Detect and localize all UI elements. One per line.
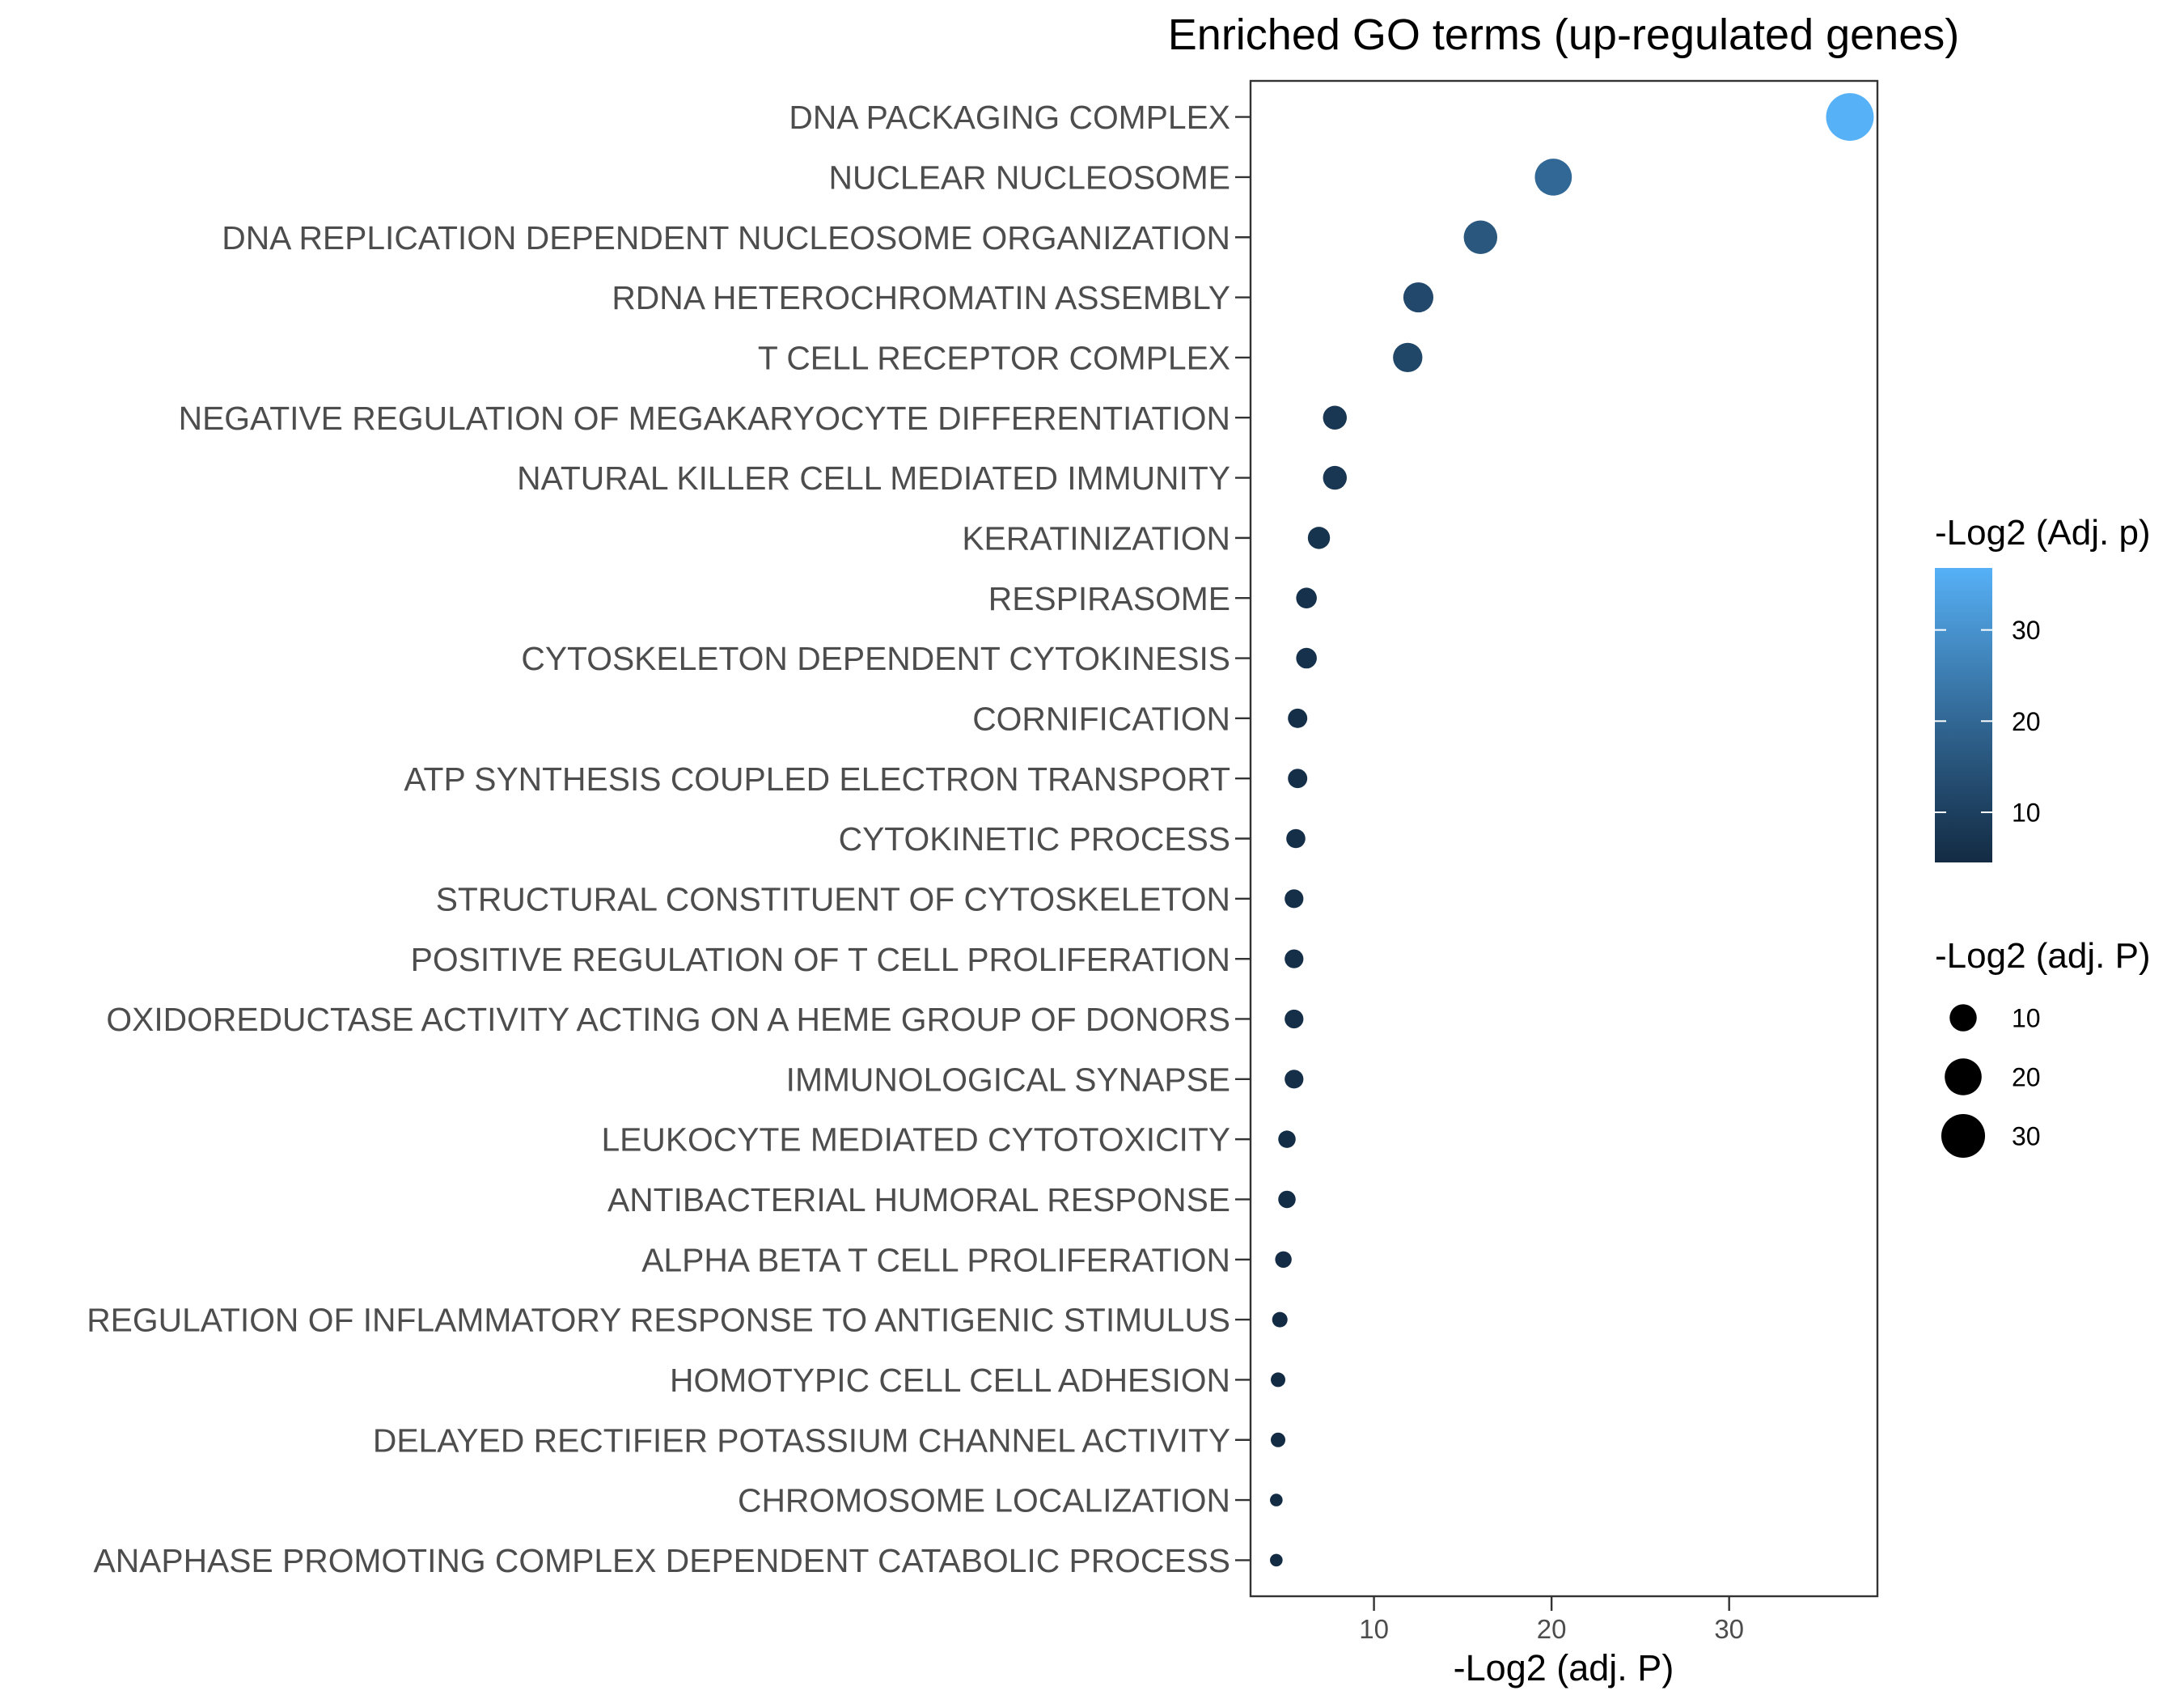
y-axis-label: NATURAL KILLER CELL MEDIATED IMMUNITY [517,460,1230,497]
size-legend-key [1941,1113,1986,1159]
y-axis-label: NEGATIVE REGULATION OF MEGAKARYOCYTE DIF… [179,400,1230,437]
data-point [1296,647,1317,669]
colorbar-tick-label: 10 [2012,799,2041,828]
colorbar-tick-label: 20 [2012,707,2041,736]
colorbar-ticks: 10 20 30 [1935,616,2041,828]
x-axis-tick-label: 30 [1714,1614,1744,1644]
y-axis-label: NUCLEAR NUCLEOSOME [829,159,1230,197]
data-point [1270,1553,1283,1567]
y-axis-label: CYTOSKELETON DEPENDENT CYTOKINESIS [521,640,1230,677]
data-point [1271,1432,1286,1447]
data-point [1278,1190,1296,1209]
data-point [1278,1130,1296,1148]
data-point [1393,342,1423,373]
y-axis-label: ANTIBACTERIAL HUMORAL RESPONSE [607,1181,1230,1218]
y-axis-label: CORNIFICATION [972,700,1230,737]
data-point [1403,282,1434,313]
size-legend: -Log2 (adj. P) 10 20 30 [1935,936,2151,1159]
data-point [1534,159,1572,196]
y-axis-label: LEUKOCYTE MEDIATED CYTOTOXICITY [601,1121,1230,1159]
data-point [1285,1009,1304,1029]
y-axis-label: CHROMOSOME LOCALIZATION [738,1482,1230,1519]
y-axis-label: DNA PACKAGING COMPLEX [789,99,1230,136]
data-point [1285,949,1304,968]
y-axis-label: T CELL RECEPTOR COMPLEX [758,339,1230,376]
size-legend-title: -Log2 (adj. P) [1935,936,2151,976]
size-legend-label: 30 [2012,1122,2041,1151]
data-point [1272,1311,1288,1328]
data-point [1296,587,1317,608]
data-point [1275,1251,1292,1268]
data-point [1323,405,1348,430]
y-axis-label: RDNA HETEROCHROMATIN ASSEMBLY [612,279,1230,316]
y-axis-label: POSITIVE REGULATION OF T CELL PROLIFERAT… [411,941,1230,978]
data-point [1826,93,1874,142]
size-legend-label: 10 [2012,1004,2041,1033]
data-point [1288,708,1308,728]
size-legend-label: 20 [2012,1063,2041,1092]
color-legend-title: -Log2 (Adj. p) [1935,513,2151,553]
data-point [1271,1372,1286,1388]
data-point [1307,527,1331,549]
y-axis-label: IMMUNOLOGICAL SYNAPSE [786,1061,1230,1098]
y-axis-label: RESPIRASOME [988,580,1230,617]
data-point [1286,828,1306,849]
size-legend-key [1945,1058,1982,1095]
data-point [1285,1070,1304,1089]
y-axis: DNA PACKAGING COMPLEX NUCLEAR NUCLEOSOME D… [87,99,1251,1579]
data-point [1288,769,1308,789]
color-legend: -Log2 (Adj. p) 10 20 30 [1935,513,2151,862]
data-point [1463,220,1498,254]
y-axis-label: ALPHA BETA T CELL PROLIFERATION [641,1241,1230,1278]
size-legend-keys: 10 20 30 [1941,1004,2041,1159]
x-axis-title: -Log2 (adj. P) [1454,1647,1674,1688]
plot-panel [1249,79,1879,1598]
y-axis-label: DNA REPLICATION DEPENDENT NUCLEOSOME ORG… [222,219,1230,256]
x-axis: 10 20 30 [1359,1596,1744,1644]
data-point [1323,465,1348,490]
y-axis-label: HOMOTYPIC CELL CELL ADHESION [670,1362,1230,1399]
data-points [1270,93,1874,1567]
y-axis-label: ATP SYNTHESIS COUPLED ELECTRON TRANSPORT [404,761,1230,798]
x-axis-tick-label: 10 [1359,1614,1389,1644]
y-axis-label: KERATINIZATION [962,519,1230,557]
y-axis-label: STRUCTURAL CONSTITUENT OF CYTOSKELETON [436,880,1230,917]
size-legend-key [1949,1004,1977,1032]
data-point [1270,1494,1283,1506]
y-axis-label: REGULATION OF INFLAMMATORY RESPONSE TO A… [87,1302,1230,1339]
x-axis-tick-label: 20 [1537,1614,1567,1644]
y-axis-label: DELAYED RECTIFIER POTASSIUM CHANNEL ACTI… [373,1421,1230,1459]
colorbar [1935,568,1992,862]
y-axis-label: ANAPHASE PROMOTING COMPLEX DEPENDENT CAT… [94,1542,1231,1579]
colorbar-tick-label: 30 [2012,616,2041,645]
y-axis-label: CYTOKINETIC PROCESS [839,820,1230,858]
data-point [1285,889,1304,909]
y-axis-label: OXIDOREDUCTASE ACTIVITY ACTING ON A HEME… [106,1001,1230,1038]
chart-title: Enriched GO terms (up-regulated genes) [1168,11,1959,59]
